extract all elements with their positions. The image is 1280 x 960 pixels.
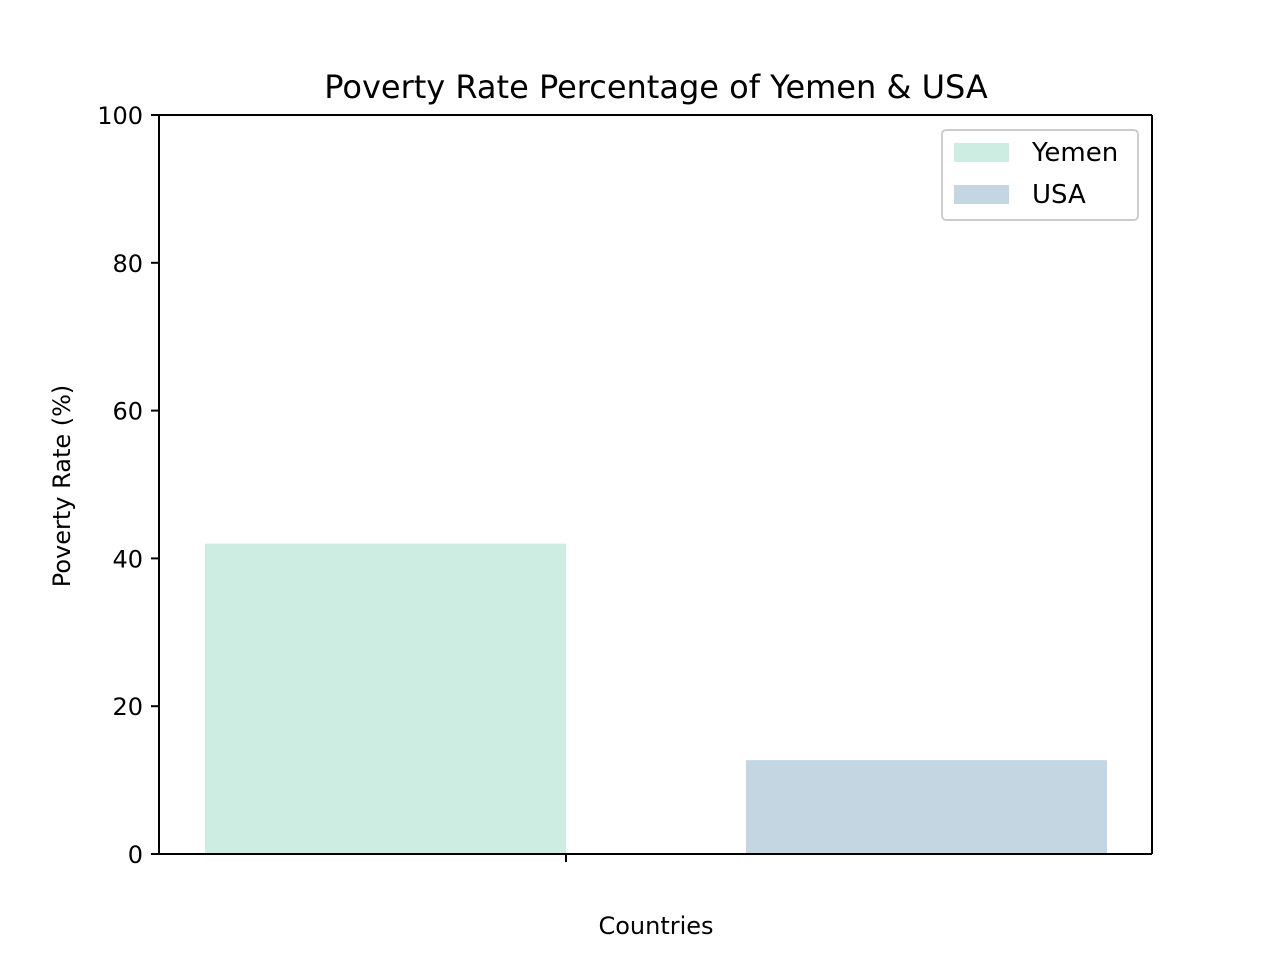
y-tick-label: 40: [112, 545, 143, 573]
bar-yemen: [205, 543, 566, 854]
bars-layer: [205, 543, 1107, 854]
y-tick-label: 0: [128, 841, 143, 869]
legend-label-usa: USA: [1032, 180, 1086, 210]
y-tick-label: 100: [97, 102, 143, 130]
y-tick-label: 60: [112, 398, 143, 426]
legend-swatch-usa: [954, 185, 1009, 204]
legend: Yemen USA: [941, 129, 1139, 221]
bar-usa: [746, 760, 1107, 854]
legend-swatch-yemen: [954, 143, 1009, 162]
chart-title: Poverty Rate Percentage of Yemen & USA: [324, 68, 988, 106]
y-axis-ticks: 0 20 40 60 80 100: [97, 102, 159, 869]
y-tick-label: 20: [112, 693, 143, 721]
y-axis-label: Poverty Rate (%): [48, 385, 76, 588]
y-tick-label: 80: [112, 250, 143, 278]
x-axis-label: Countries: [598, 912, 713, 940]
legend-label-yemen: Yemen: [1031, 138, 1118, 168]
